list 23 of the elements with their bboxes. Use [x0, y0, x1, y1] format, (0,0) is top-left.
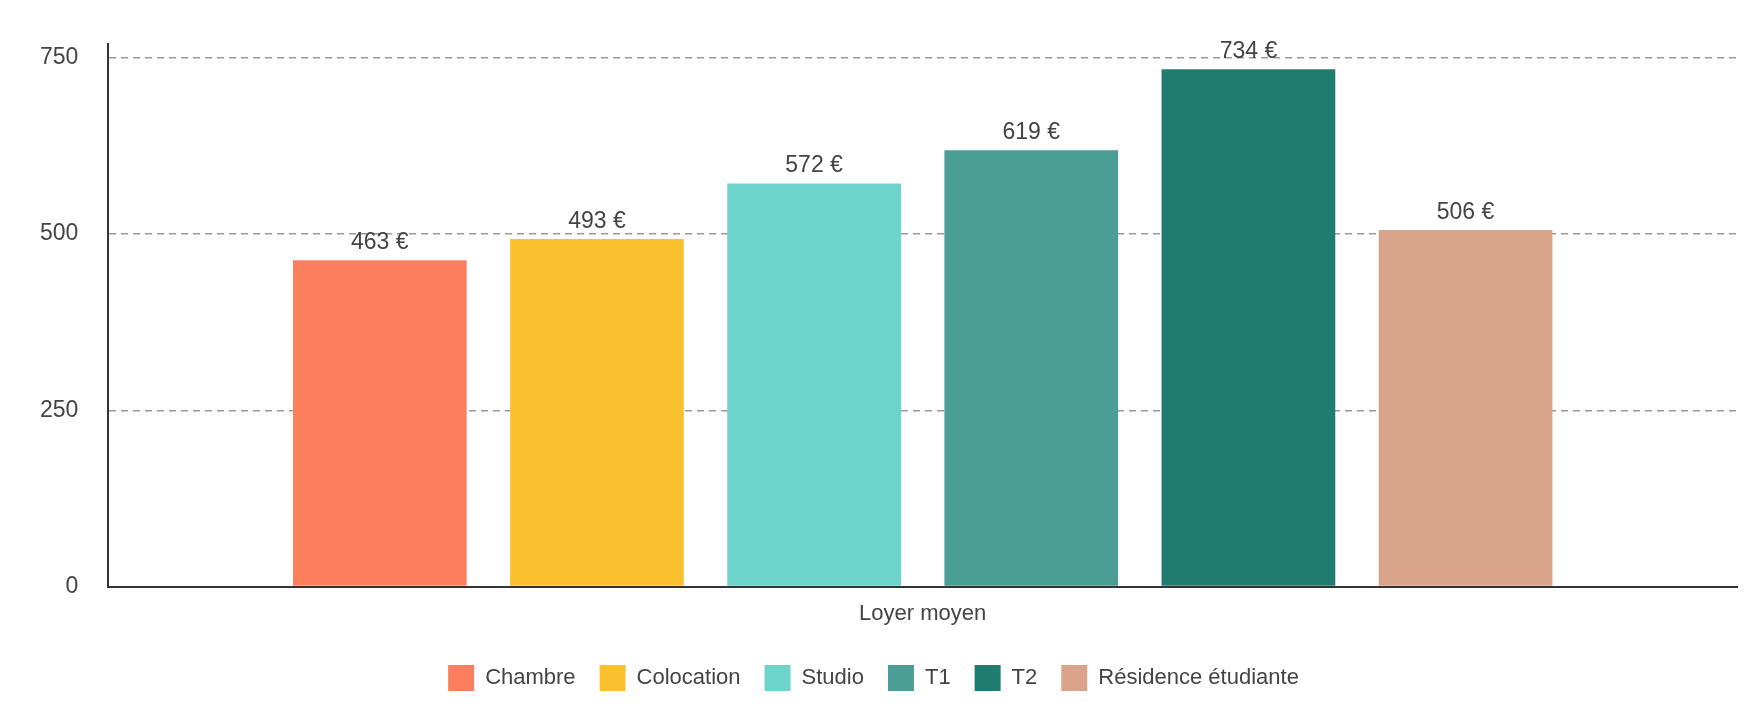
y-tick-label: 250: [40, 395, 79, 422]
y-tick-label: 0: [65, 571, 79, 598]
data-label: 463 €: [351, 228, 409, 255]
data-label: 493 €: [568, 206, 626, 233]
data-label: 619 €: [1002, 118, 1061, 145]
y-tick-label: 750: [40, 43, 79, 70]
bar: [727, 183, 901, 586]
legend-label: Colocation: [636, 664, 741, 690]
legend-label: Résidence étudiante: [1098, 664, 1299, 690]
legend-label: T1: [924, 664, 951, 690]
legend-label: Chambre: [485, 664, 576, 690]
data-label: 572 €: [785, 151, 844, 178]
legend-label: Studio: [801, 664, 864, 690]
bar: [944, 150, 1119, 586]
y-tick-label: 500: [40, 219, 79, 246]
bar: [1378, 229, 1553, 586]
data-label: 506 €: [1436, 197, 1495, 224]
bar: [1161, 69, 1336, 586]
legend-label: T2: [1011, 664, 1038, 690]
bar: [292, 260, 467, 586]
bar: [510, 239, 684, 586]
data-label: 734 €: [1219, 37, 1278, 64]
x-tick-label: Loyer moyen: [859, 599, 987, 625]
